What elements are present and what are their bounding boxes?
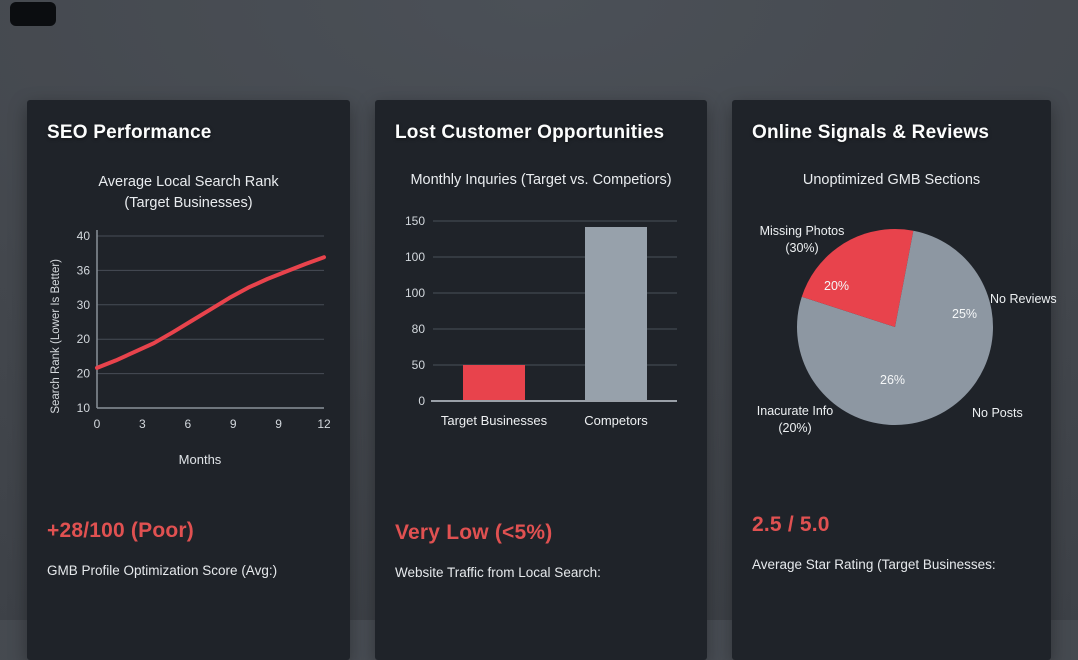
seo-y-axis-label: Search Rank (Lower Is Better) bbox=[50, 258, 62, 414]
seo-x-axis-label: Months bbox=[178, 452, 222, 468]
pie-pct-20: 20% bbox=[824, 279, 850, 294]
corner-decoration bbox=[10, 2, 56, 26]
svg-text:50: 50 bbox=[412, 358, 426, 372]
seo-chart-area: Search Rank (Lower Is Better) 40 36 30 20 20… bbox=[47, 222, 330, 450]
lost-chart-area: 150 100 100 80 50 0 Target Businesses Competors bbox=[397, 209, 687, 449]
lost-opportunities-card: Lost Customer Opportunities Monthly Inqu… bbox=[375, 100, 707, 660]
online-chart-area: Missing Photos (30%) No Reviews 25% 20% … bbox=[752, 205, 1057, 463]
pie-label-missing-photos: Missing Photos (30%) bbox=[759, 224, 845, 255]
svg-text:0: 0 bbox=[418, 394, 425, 408]
svg-text:9: 9 bbox=[275, 417, 282, 431]
lost-chart-title: Monthly Inquries (Target vs. Competiors) bbox=[410, 172, 672, 188]
svg-text:150: 150 bbox=[405, 214, 425, 228]
gmb-pie-chart bbox=[797, 229, 994, 426]
online-signals-card: Online Signals & Reviews Unoptimized GMB… bbox=[732, 100, 1057, 660]
seo-stat-caption: GMB Profile Optimization Score (Avg:) bbox=[47, 563, 278, 579]
svg-text:40: 40 bbox=[77, 229, 91, 243]
lost-bar-chart: 150 100 100 80 50 0 Target Businesses Competors bbox=[405, 214, 677, 428]
svg-text:100: 100 bbox=[405, 250, 425, 264]
online-chart-title: Unoptimized GMB Sections bbox=[802, 172, 981, 188]
svg-text:20: 20 bbox=[77, 367, 91, 381]
svg-text:80: 80 bbox=[412, 322, 426, 336]
lost-stat-caption: Website Traffic from Local Search: bbox=[395, 565, 601, 581]
seo-chart-title: Average Local Search Rank (Target Busine… bbox=[98, 174, 279, 212]
lost-stat-value: Very Low (<5%) bbox=[395, 521, 553, 545]
pie-label-no-reviews: No Reviews bbox=[990, 292, 1057, 307]
lost-card-title: Lost Customer Opportunities bbox=[395, 122, 665, 143]
svg-text:12: 12 bbox=[317, 417, 330, 431]
svg-text:10: 10 bbox=[77, 401, 91, 415]
seo-card-title: SEO Performance bbox=[47, 122, 212, 143]
svg-text:30: 30 bbox=[77, 298, 91, 312]
online-card-title: Online Signals & Reviews bbox=[752, 122, 990, 143]
online-stat-caption: Average Star Rating (Target Businesses: bbox=[752, 557, 996, 573]
pie-pct-26: 26% bbox=[880, 373, 906, 388]
svg-text:20: 20 bbox=[77, 332, 91, 346]
seo-performance-card: SEO Performance Average Local Search Ran… bbox=[27, 100, 350, 660]
pie-label-no-posts: No Posts bbox=[972, 406, 1023, 421]
svg-text:36: 36 bbox=[77, 263, 91, 277]
svg-text:6: 6 bbox=[184, 417, 191, 431]
seo-stat-value: +28/100 (Poor) bbox=[47, 519, 194, 543]
svg-text:0: 0 bbox=[94, 417, 101, 431]
cards-row: SEO Performance Average Local Search Ran… bbox=[0, 100, 1078, 660]
svg-text:Competors: Competors bbox=[584, 413, 648, 428]
pie-pct-25: 25% bbox=[952, 307, 978, 322]
svg-text:Target Businesses: Target Businesses bbox=[441, 413, 548, 428]
svg-text:3: 3 bbox=[139, 417, 146, 431]
svg-text:100: 100 bbox=[405, 286, 425, 300]
svg-text:9: 9 bbox=[230, 417, 237, 431]
pie-label-inaccurate-info: Inacurate Info (20%) bbox=[756, 404, 834, 435]
online-stat-value: 2.5 / 5.0 bbox=[752, 513, 830, 537]
